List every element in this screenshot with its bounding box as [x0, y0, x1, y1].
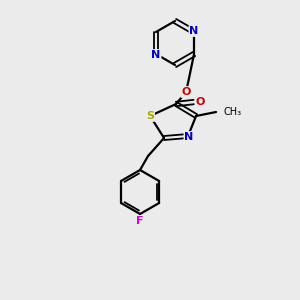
Text: N: N [184, 132, 194, 142]
Text: N: N [151, 50, 160, 60]
Text: S: S [146, 111, 154, 121]
Text: CH₃: CH₃ [223, 107, 241, 117]
Text: O: O [195, 97, 205, 107]
Text: O: O [182, 87, 191, 97]
Text: F: F [136, 216, 144, 226]
Text: N: N [189, 26, 199, 36]
